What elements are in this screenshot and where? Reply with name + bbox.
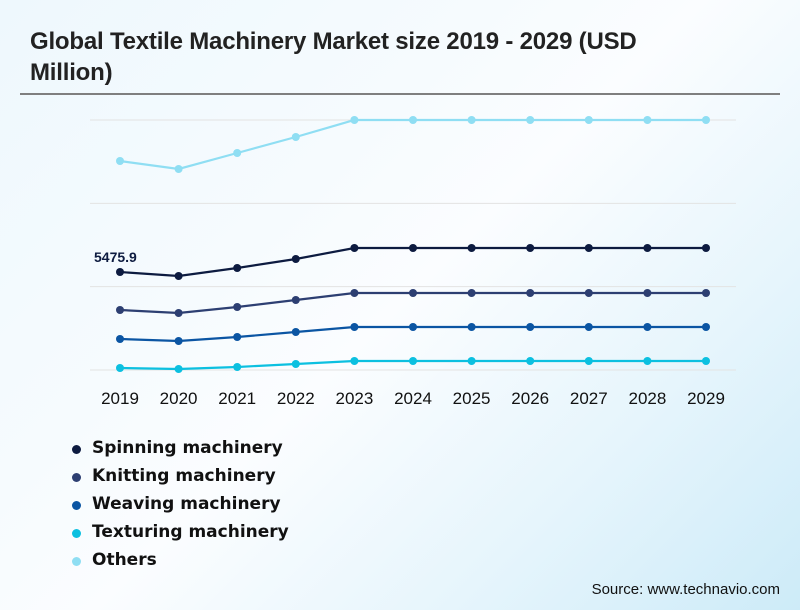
data-point[interactable]: [584, 244, 593, 253]
data-point[interactable]: [350, 288, 359, 297]
x-axis-tick-labels: 2019 2020 2021 2022 2023 2024 2025 2026 2027 2028…: [101, 389, 725, 408]
data-point[interactable]: [526, 322, 535, 331]
data-point[interactable]: [116, 305, 124, 314]
data-point[interactable]: [467, 244, 476, 253]
x-tick-label: 2026: [511, 389, 549, 408]
legend-marker-icon: [72, 444, 81, 454]
line-chart: 2019 2020 2021 2022 2023 2024 2025 2026 2027 2028…: [90, 116, 736, 408]
data-point[interactable]: [409, 322, 417, 331]
legend-item[interactable]: Weaving machinery: [72, 490, 289, 518]
data-point[interactable]: [291, 295, 300, 304]
legend-item[interactable]: Knitting machinery: [72, 462, 289, 490]
legend-label: Texturing machinery: [92, 522, 289, 542]
annotations: 5475.9: [94, 249, 137, 265]
data-point[interactable]: [350, 356, 359, 365]
data-point[interactable]: [174, 271, 183, 280]
data-point[interactable]: [233, 148, 242, 157]
legend-marker-icon: [72, 500, 81, 510]
data-point[interactable]: [409, 356, 417, 365]
source-note: Source: www.technavio.com: [591, 581, 780, 598]
data-point[interactable]: [291, 360, 300, 369]
data-label: 5475.9: [94, 249, 137, 265]
data-point[interactable]: [526, 244, 535, 253]
legend-label: Spinning machinery: [92, 438, 283, 458]
data-point[interactable]: [409, 116, 417, 124]
legend-item[interactable]: Texturing machinery: [72, 518, 289, 546]
data-point[interactable]: [584, 356, 593, 365]
x-tick-label: 2028: [628, 389, 666, 408]
series-points: [116, 116, 710, 373]
data-point[interactable]: [467, 116, 476, 124]
legend-label: Knitting machinery: [92, 466, 276, 486]
data-point[interactable]: [584, 116, 593, 124]
data-point[interactable]: [702, 116, 710, 124]
x-tick-label: 2021: [218, 389, 256, 408]
data-point[interactable]: [643, 288, 652, 297]
data-point[interactable]: [233, 303, 242, 312]
x-tick-label: 2020: [160, 389, 198, 408]
data-point[interactable]: [174, 309, 183, 318]
legend-marker-icon: [72, 528, 81, 538]
data-point[interactable]: [702, 322, 710, 331]
data-point[interactable]: [526, 356, 535, 365]
data-point[interactable]: [174, 364, 183, 373]
data-point[interactable]: [116, 268, 124, 277]
data-point[interactable]: [584, 322, 593, 331]
title-divider: [20, 93, 780, 95]
x-tick-label: 2025: [453, 389, 491, 408]
data-point[interactable]: [350, 116, 359, 124]
legend: Spinning machinery Knitting machinery Weav…: [72, 434, 289, 574]
data-point[interactable]: [233, 263, 242, 272]
data-point[interactable]: [409, 244, 417, 253]
x-tick-label: 2024: [394, 389, 432, 408]
data-point[interactable]: [467, 356, 476, 365]
data-point[interactable]: [174, 336, 183, 345]
data-point[interactable]: [233, 362, 242, 371]
data-point[interactable]: [291, 133, 300, 142]
data-point[interactable]: [643, 356, 652, 365]
legend-marker-icon: [72, 472, 81, 482]
x-tick-label: 2022: [277, 389, 315, 408]
x-tick-label: 2019: [101, 389, 139, 408]
data-point[interactable]: [584, 288, 593, 297]
data-point[interactable]: [291, 328, 300, 337]
data-point[interactable]: [409, 288, 417, 297]
data-point[interactable]: [702, 244, 710, 253]
data-point[interactable]: [350, 322, 359, 331]
data-point[interactable]: [702, 356, 710, 365]
series-line-others: [119, 118, 706, 171]
data-point[interactable]: [702, 288, 710, 297]
x-tick-label: 2029: [687, 389, 725, 408]
data-point[interactable]: [526, 288, 535, 297]
data-point[interactable]: [116, 156, 124, 165]
legend-item[interactable]: Spinning machinery: [72, 434, 289, 462]
data-point[interactable]: [233, 333, 242, 342]
legend-label: Weaving machinery: [92, 494, 281, 514]
legend-label: Others: [92, 550, 157, 570]
legend-item[interactable]: Others: [72, 546, 289, 574]
data-point[interactable]: [291, 254, 300, 263]
data-point[interactable]: [116, 335, 124, 344]
data-point[interactable]: [643, 244, 652, 253]
x-tick-label: 2027: [570, 389, 608, 408]
data-point[interactable]: [526, 116, 535, 124]
data-point[interactable]: [643, 322, 652, 331]
data-point[interactable]: [174, 164, 183, 173]
data-point[interactable]: [116, 363, 124, 372]
data-point[interactable]: [467, 322, 476, 331]
data-point[interactable]: [643, 116, 652, 124]
chart-title: Global Textile Machinery Market size 201…: [30, 28, 637, 86]
data-point[interactable]: [350, 244, 359, 253]
legend-marker-icon: [72, 556, 81, 566]
x-tick-label: 2023: [335, 389, 373, 408]
data-point[interactable]: [467, 288, 476, 297]
series-line-spinning-machinery: [119, 246, 706, 278]
